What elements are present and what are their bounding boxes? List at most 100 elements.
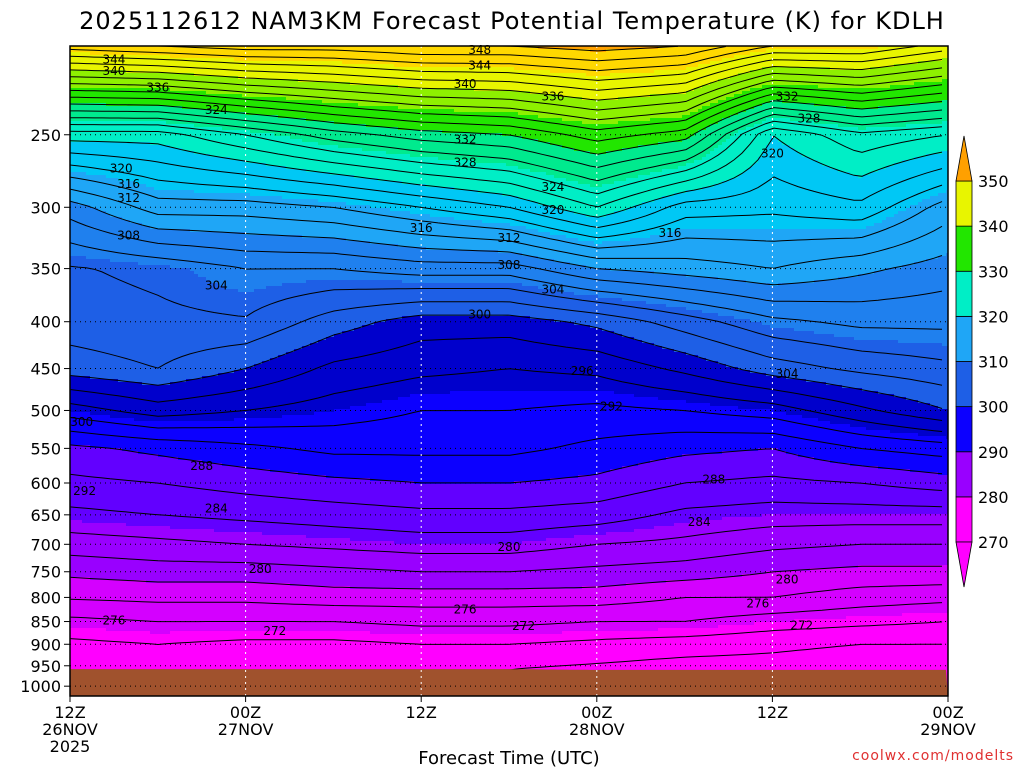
theta-cell <box>230 466 235 533</box>
theta-cell <box>486 193 491 224</box>
theta-cell <box>438 250 443 284</box>
theta-cell <box>198 529 203 584</box>
theta-cell <box>726 316 731 368</box>
theta-cell <box>638 463 643 530</box>
theta-cell <box>210 58 215 77</box>
theta-cell <box>250 418 255 470</box>
theta-cell <box>486 133 491 164</box>
theta-cell <box>874 391 879 431</box>
theta-cell <box>146 106 151 122</box>
theta-cell <box>310 415 315 476</box>
theta-cell <box>470 634 475 696</box>
theta-cell <box>254 583 259 632</box>
theta-cell <box>942 256 947 347</box>
theta-cell <box>466 112 471 134</box>
theta-cell <box>366 280 371 326</box>
theta-cell <box>306 142 311 173</box>
theta-cell <box>278 79 283 98</box>
theta-cell <box>318 280 323 341</box>
theta-cell <box>334 82 339 104</box>
theta-cell <box>850 337 855 389</box>
theta-cell <box>258 631 263 696</box>
theta-cell <box>718 100 723 122</box>
theta-cell <box>486 91 491 113</box>
theta-cell <box>270 115 275 134</box>
theta-cell <box>746 319 751 371</box>
theta-cell <box>474 283 479 317</box>
theta-cell <box>78 52 83 71</box>
theta-cell <box>118 382 123 419</box>
theta-cell <box>170 124 175 149</box>
theta-cell <box>394 634 399 696</box>
theta-cell <box>278 418 283 473</box>
theta-cell <box>86 259 91 377</box>
theta-cell <box>122 451 127 524</box>
theta-cell <box>522 139 527 170</box>
theta-cell <box>818 421 823 461</box>
theta-cell <box>562 538 567 590</box>
theta-cell <box>306 61 311 83</box>
theta-cell <box>814 334 819 383</box>
theta-cell <box>754 229 759 284</box>
theta-cell <box>310 172 315 200</box>
theta-cell <box>174 457 179 530</box>
theta-cell <box>218 286 223 374</box>
theta-cell <box>410 130 415 158</box>
theta-cell <box>806 85 811 104</box>
theta-cell <box>902 343 907 398</box>
theta-cell <box>130 106 135 122</box>
theta-cell <box>318 202 323 239</box>
theta-cell <box>354 148 359 179</box>
theta-cell <box>410 67 415 89</box>
theta-cell <box>626 121 631 149</box>
theta-cell <box>566 292 571 323</box>
theta-cell <box>326 103 331 122</box>
theta-cell <box>286 79 291 101</box>
theta-cell <box>782 46 787 50</box>
contour-label: 316 <box>659 226 682 240</box>
theta-cell <box>306 121 311 143</box>
theta-cell <box>202 463 207 530</box>
theta-cell <box>90 46 95 56</box>
theta-cell <box>282 118 287 137</box>
theta-cell <box>70 577 75 629</box>
theta-cell <box>902 106 907 128</box>
theta-cell <box>538 205 543 233</box>
theta-cell <box>454 544 459 590</box>
theta-cell <box>438 130 443 161</box>
theta-cell <box>882 46 887 68</box>
theta-cell <box>778 328 783 377</box>
theta-cell <box>606 391 611 473</box>
theta-cell <box>698 46 703 65</box>
theta-cell <box>506 196 511 224</box>
theta-cell <box>394 589 399 635</box>
theta-cell <box>622 271 627 302</box>
theta-cell <box>186 109 191 125</box>
theta-cell <box>858 70 863 89</box>
theta-cell <box>142 88 147 107</box>
theta-cell <box>362 205 367 242</box>
theta-cell <box>294 472 299 536</box>
theta-cell <box>266 115 271 134</box>
theta-cell <box>78 577 83 629</box>
theta-cell <box>794 331 799 380</box>
theta-cell <box>462 250 467 284</box>
theta-cell <box>762 283 767 326</box>
theta-cell <box>650 397 655 461</box>
theta-cell <box>882 127 887 170</box>
theta-cell <box>86 142 91 176</box>
theta-cell <box>614 271 619 299</box>
contour-line <box>70 113 943 182</box>
theta-cell <box>602 268 607 299</box>
theta-cell <box>790 229 795 284</box>
theta-cell <box>334 538 339 587</box>
theta-cell <box>770 448 775 515</box>
theta-cell <box>274 535 279 584</box>
theta-cell <box>294 535 299 587</box>
theta-cell <box>358 478 363 542</box>
theta-cell <box>718 406 723 455</box>
theta-cell <box>174 46 179 59</box>
theta-cell <box>90 142 95 176</box>
theta-cell <box>302 535 307 587</box>
theta-cell <box>938 565 943 614</box>
